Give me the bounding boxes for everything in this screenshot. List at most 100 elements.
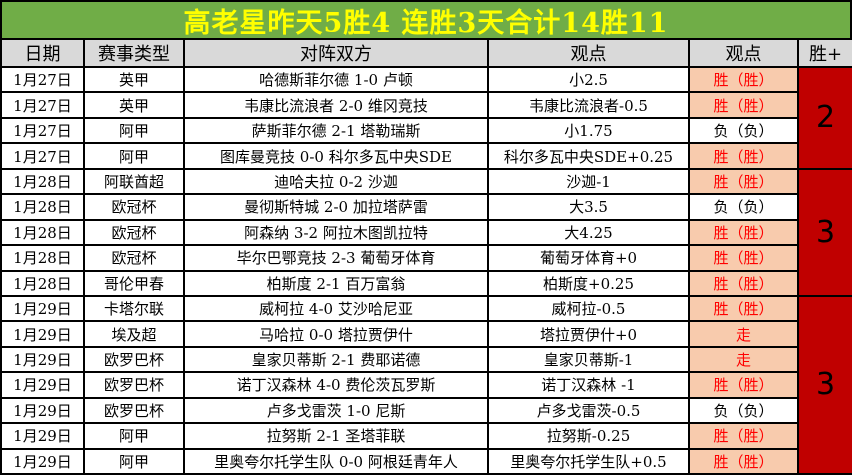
result-cell: 负（负） (688, 396, 799, 425)
match-cell: 里奥夸尔托学生队 0-0 阿根廷青年人 (183, 447, 489, 475)
match-cell: 阿森纳 3-2 阿拉木图凯拉特 (183, 218, 489, 247)
result-cell: 胜（胜） (688, 447, 799, 475)
date-cell: 1月28日 (0, 244, 85, 272)
date-cell: 1月28日 (0, 193, 85, 221)
table-row: 1月27日 英甲 韦康比流浪者 2-0 维冈竞技 韦康比流浪者-0.5 胜（胜） (0, 91, 852, 119)
date-cell: 1月29日 (0, 294, 85, 323)
league-cell: 英甲 (83, 65, 185, 94)
match-cell: 卢多戈雷茨 1-0 尼斯 (183, 396, 489, 425)
date-cell: 1月29日 (0, 345, 85, 374)
league-cell: 卡塔尔联 (83, 294, 185, 323)
table-row: 1月29日 欧罗巴杯 卢多戈雷茨 1-0 尼斯 卢多戈雷茨-0.5 负（负） (0, 396, 852, 425)
win-plus-cell: 2 (797, 66, 852, 170)
result-cell: 胜（胜） (688, 91, 799, 119)
banner: 高老星昨天5胜4 连胜3天合计14胜11 (0, 0, 852, 39)
header-pick: 观点 (487, 38, 690, 68)
date-cell: 1月27日 (0, 116, 85, 145)
date-cell: 1月29日 (0, 371, 85, 399)
table-row: 1月28日 欧冠杯 曼彻斯特城 2-0 加拉塔萨雷 大3.5 负（负） (0, 193, 852, 221)
league-cell: 阿联酋超 (83, 167, 185, 196)
result-cell: 胜（胜） (688, 422, 799, 450)
pick-cell: 小1.75 (487, 116, 690, 145)
date-cell: 1月27日 (0, 65, 85, 94)
pick-cell: 小2.5 (487, 65, 690, 94)
pick-cell: 葡萄牙体育+0 (487, 244, 690, 272)
match-cell: 马哈拉 0-0 塔拉贾伊什 (183, 320, 489, 348)
pick-cell: 威柯拉-0.5 (487, 294, 690, 323)
date-cell: 1月29日 (0, 422, 85, 450)
table-row: 1月29日 欧罗巴杯 诺丁汉森林 4-0 费伦茨瓦罗斯 诺丁汉森林 -1 胜（胜） (0, 371, 852, 399)
pick-cell: 塔拉贾伊什+0 (487, 320, 690, 348)
pick-cell: 柏斯度+0.25 (487, 269, 690, 297)
win-plus-cell: 3 (797, 294, 852, 475)
pick-cell: 韦康比流浪者-0.5 (487, 91, 690, 119)
header-row: 日期 赛事类型 对阵双方 观点 观点 胜+ (0, 38, 852, 68)
table-row: 1月27日 阿甲 图库曼竞技 0-0 科尔多瓦中央SDE 科尔多瓦中央SDE+0.25… (0, 142, 852, 170)
result-cell: 走 (688, 320, 799, 348)
date-cell: 1月27日 (0, 91, 85, 119)
header-date: 日期 (0, 38, 85, 68)
date-cell: 1月28日 (0, 269, 85, 297)
results-table: 日期 赛事类型 对阵双方 观点 观点 胜+ 1月27日 英甲 哈德斯菲尔德 1-0 … (0, 38, 852, 475)
pick-cell: 大3.5 (487, 193, 690, 221)
table-row: 1月28日 阿联酋超 迪哈夫拉 0-2 沙迦 沙迦-1 胜（胜） 3 (0, 167, 852, 297)
league-cell: 欧罗巴杯 (83, 396, 185, 425)
league-cell: 哥伦甲春 (83, 269, 185, 297)
result-cell: 负（负） (688, 193, 799, 221)
result-cell: 走 (688, 345, 799, 374)
result-cell: 负（负） (688, 116, 799, 145)
match-cell: 毕尔巴鄂竞技 2-3 葡萄牙体育 (183, 244, 489, 272)
result-cell: 胜（胜） (688, 167, 799, 196)
table-row: 1月29日 阿甲 拉努斯 2-1 圣塔菲联 拉努斯-0.25 胜（胜） (0, 422, 852, 450)
header-match: 对阵双方 (183, 38, 489, 68)
pick-cell: 大4.25 (487, 218, 690, 247)
league-cell: 阿甲 (83, 447, 185, 475)
match-cell: 萨斯菲尔德 2-1 塔勒瑞斯 (183, 116, 489, 145)
match-cell: 迪哈夫拉 0-2 沙迦 (183, 167, 489, 196)
header-win-plus: 胜+ (797, 38, 852, 68)
pick-cell: 拉努斯-0.25 (487, 422, 690, 450)
result-cell: 胜（胜） (688, 244, 799, 272)
match-cell: 韦康比流浪者 2-0 维冈竞技 (183, 91, 489, 119)
match-cell: 图库曼竞技 0-0 科尔多瓦中央SDE (183, 142, 489, 170)
pick-cell: 诺丁汉森林 -1 (487, 371, 690, 399)
date-cell: 1月29日 (0, 396, 85, 425)
league-cell: 欧冠杯 (83, 218, 185, 247)
table-row: 1月29日 欧罗巴杯 皇家贝蒂斯 2-1 费耶诺德 皇家贝蒂斯-1 走 (0, 345, 852, 374)
match-cell: 哈德斯菲尔德 1-0 卢顿 (183, 65, 489, 94)
result-cell: 胜（胜） (688, 142, 799, 170)
table-row: 1月29日 卡塔尔联 威柯拉 4-0 艾沙哈尼亚 威柯拉-0.5 胜（胜） 3 (0, 294, 852, 475)
match-cell: 拉努斯 2-1 圣塔菲联 (183, 422, 489, 450)
table-row: 1月27日 英甲 哈德斯菲尔德 1-0 卢顿 小2.5 胜（胜） 2 (0, 65, 852, 170)
table-row: 1月28日 哥伦甲春 柏斯度 2-1 百万富翁 柏斯度+0.25 胜（胜） (0, 269, 852, 297)
result-cell: 胜（胜） (688, 218, 799, 247)
result-cell: 胜（胜） (688, 269, 799, 297)
pick-cell: 科尔多瓦中央SDE+0.25 (487, 142, 690, 170)
league-cell: 欧罗巴杯 (83, 345, 185, 374)
table-row: 1月28日 欧冠杯 毕尔巴鄂竞技 2-3 葡萄牙体育 葡萄牙体育+0 胜（胜） (0, 244, 852, 272)
league-cell: 欧冠杯 (83, 244, 185, 272)
match-cell: 曼彻斯特城 2-0 加拉塔萨雷 (183, 193, 489, 221)
header-league: 赛事类型 (83, 38, 185, 68)
league-cell: 阿甲 (83, 142, 185, 170)
result-cell: 胜（胜） (688, 371, 799, 399)
pick-cell: 卢多戈雷茨-0.5 (487, 396, 690, 425)
table-row: 1月29日 埃及超 马哈拉 0-0 塔拉贾伊什 塔拉贾伊什+0 走 (0, 320, 852, 348)
pick-cell: 皇家贝蒂斯-1 (487, 345, 690, 374)
banner-title: 高老星昨天5胜4 连胜3天合计14胜11 (183, 7, 669, 39)
result-cell: 胜（胜） (688, 294, 799, 323)
date-cell: 1月29日 (0, 447, 85, 475)
league-cell: 英甲 (83, 91, 185, 119)
league-cell: 阿甲 (83, 422, 185, 450)
date-cell: 1月29日 (0, 320, 85, 348)
pick-cell: 里奥夸尔托学生队+0.5 (487, 447, 690, 475)
table-body: 1月27日 英甲 哈德斯菲尔德 1-0 卢顿 小2.5 胜（胜） 2 1月27日 英甲 韦康比流… (0, 65, 852, 475)
header-result: 观点 (688, 38, 799, 68)
league-cell: 欧罗巴杯 (83, 371, 185, 399)
league-cell: 欧冠杯 (83, 193, 185, 221)
table-row: 1月29日 阿甲 里奥夸尔托学生队 0-0 阿根廷青年人 里奥夸尔托学生队+0.5 胜（… (0, 447, 852, 475)
date-cell: 1月28日 (0, 218, 85, 247)
pick-cell: 沙迦-1 (487, 167, 690, 196)
table-row: 1月28日 欧冠杯 阿森纳 3-2 阿拉木图凯拉特 大4.25 胜（胜） (0, 218, 852, 247)
